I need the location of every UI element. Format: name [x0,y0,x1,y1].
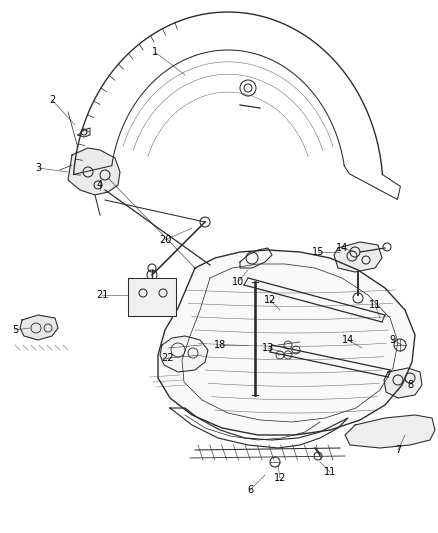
Text: 5: 5 [12,325,18,335]
Text: 12: 12 [274,473,286,483]
Text: 2: 2 [49,95,55,105]
Polygon shape [334,242,382,272]
Text: 8: 8 [407,380,413,390]
Text: 13: 13 [262,343,274,353]
FancyBboxPatch shape [128,278,176,316]
Polygon shape [68,148,120,195]
Polygon shape [158,250,415,435]
Text: 15: 15 [312,247,324,257]
Text: 1: 1 [152,47,158,57]
Text: 9: 9 [389,335,395,345]
Text: 14: 14 [336,243,348,253]
Text: 11: 11 [369,300,381,310]
Text: 22: 22 [162,353,174,363]
Polygon shape [20,315,58,340]
Text: 11: 11 [324,467,336,477]
Text: 3: 3 [35,163,41,173]
Text: 14: 14 [342,335,354,345]
Polygon shape [384,368,422,398]
Polygon shape [345,415,435,448]
Text: 6: 6 [247,485,253,495]
Text: 21: 21 [96,290,108,300]
Text: 4: 4 [97,180,103,190]
Text: 18: 18 [214,340,226,350]
Polygon shape [160,336,208,372]
Text: 7: 7 [395,445,401,455]
Text: 12: 12 [264,295,276,305]
Text: 10: 10 [232,277,244,287]
Text: 20: 20 [159,235,171,245]
